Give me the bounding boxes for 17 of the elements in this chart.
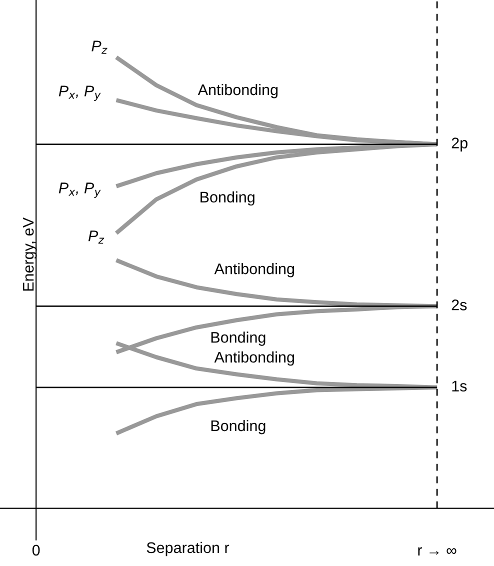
x-tick-label: 0 xyxy=(32,544,40,556)
annotation: Antibonding xyxy=(198,84,278,98)
ref-line-label: 2p xyxy=(452,138,468,152)
annotation: Bonding xyxy=(211,420,266,434)
annotation: Antibonding xyxy=(214,263,294,278)
text: P$_{z}$ xyxy=(92,40,108,54)
annotation: P$_{x}$, P$_{y}$ xyxy=(58,182,101,198)
y-axis-title: Energy, eV xyxy=(23,218,37,291)
ref-line-label: 1s xyxy=(452,380,467,392)
annotation: P$_{x}$, P$_{y}$ xyxy=(58,86,101,101)
annotation: Bonding xyxy=(200,191,254,206)
ref-line-label: 2s xyxy=(452,300,467,310)
annotation: P$_{z}$ xyxy=(88,230,104,244)
x-axis-title: Separation r xyxy=(146,542,230,556)
x-tick-label: r → ∞ xyxy=(418,547,456,556)
annotation: Antibonding xyxy=(214,351,294,366)
annotation: Bonding xyxy=(211,332,266,346)
